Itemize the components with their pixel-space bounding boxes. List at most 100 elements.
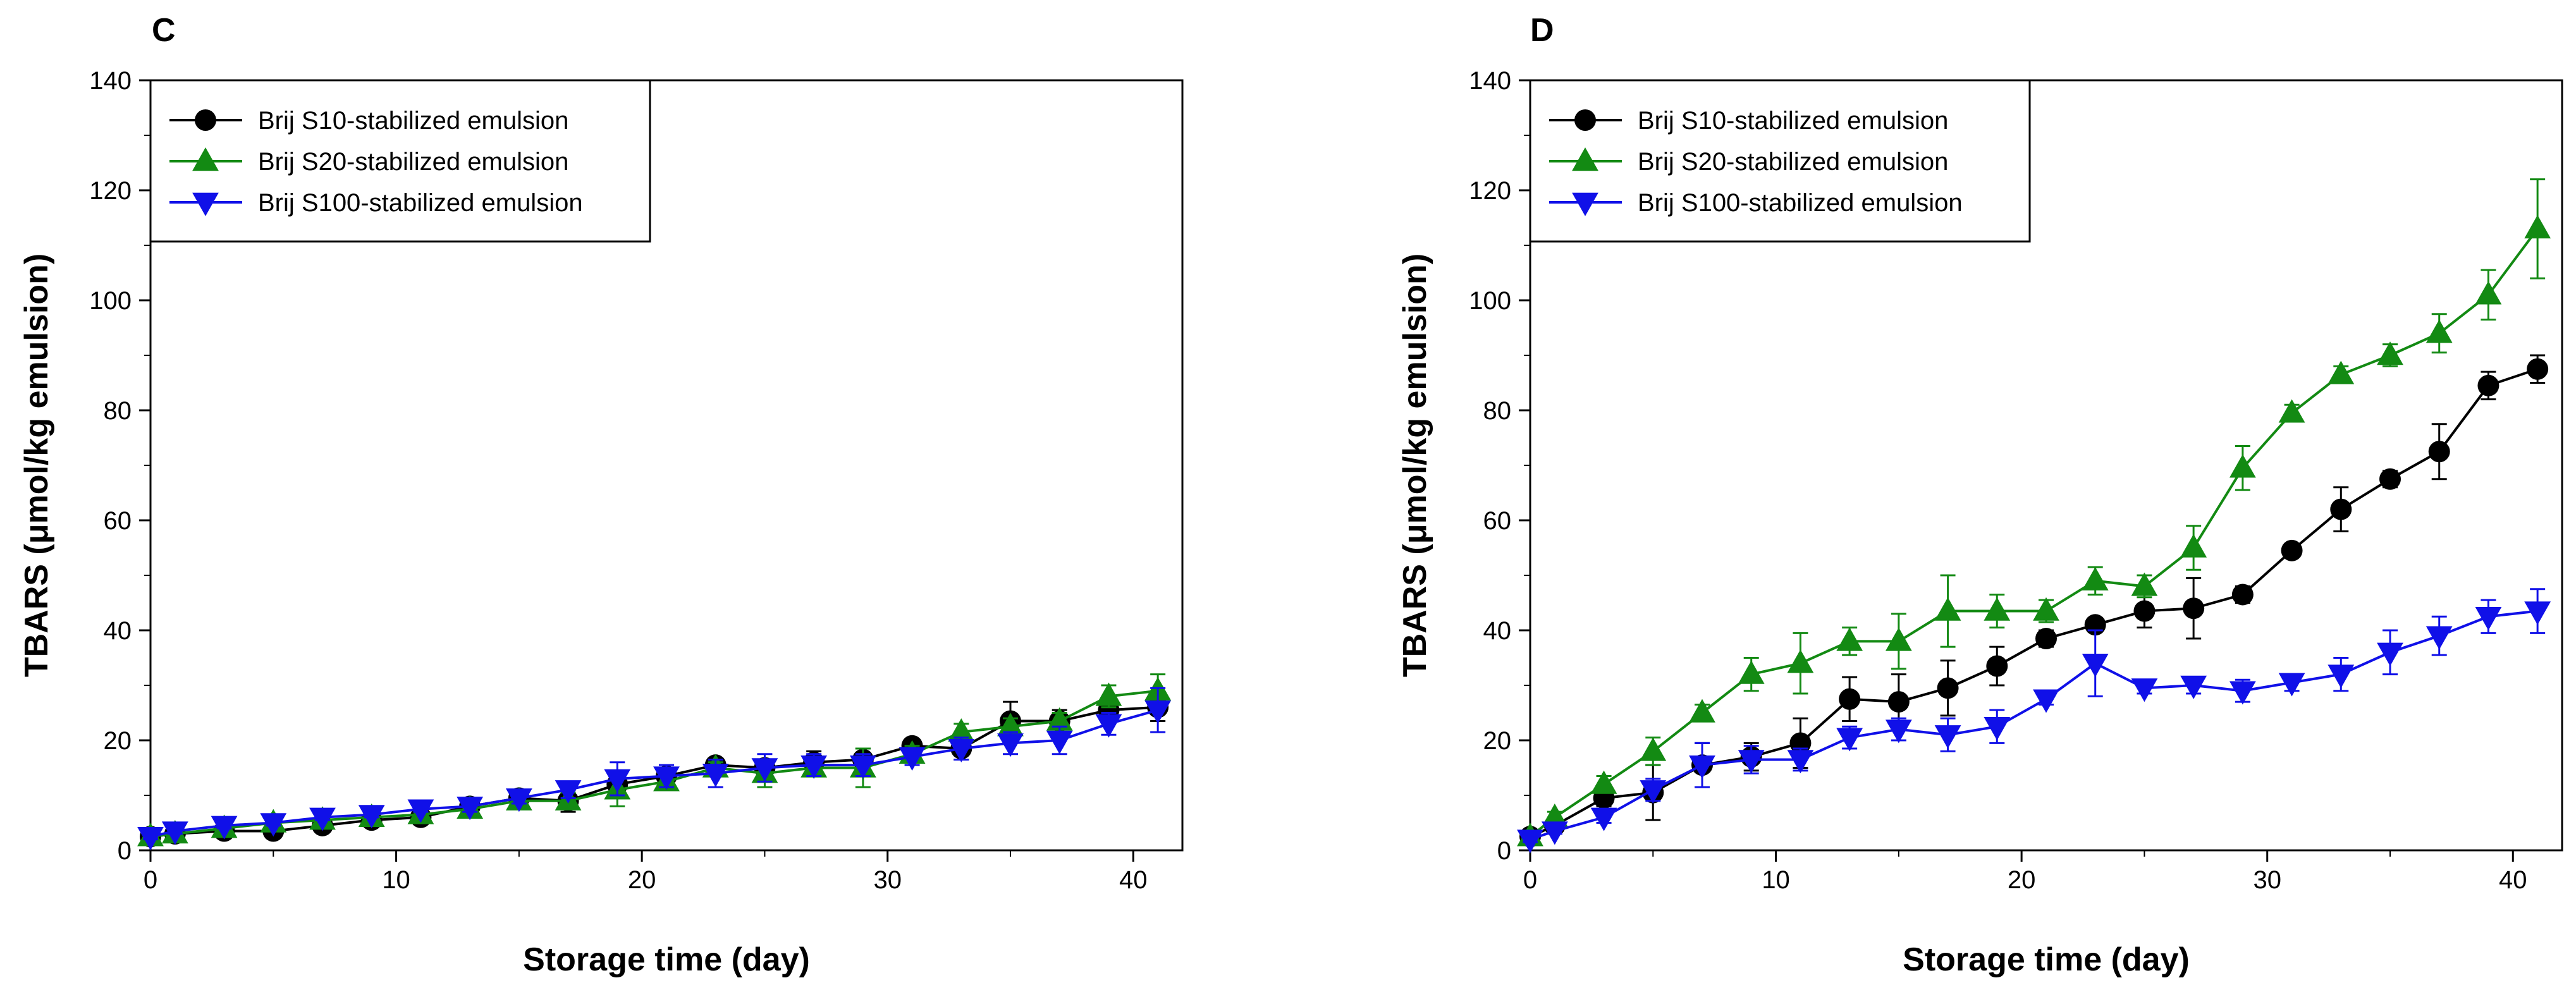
data-point [407, 799, 434, 823]
legend-label: Brij S20-stabilized emulsion [1638, 148, 1948, 176]
data-point [2379, 468, 2401, 490]
panel-c: C 0 20 40 60 80 100 120 140 0 10 20 30 40 Storage time… [18, 12, 1184, 978]
data-point [2278, 399, 2305, 423]
legend-marker [192, 147, 219, 171]
panel-d: D 0 20 40 60 80 100 120 140 0 10 20 30 40 Storage time… [1397, 12, 2563, 978]
data-point [1640, 737, 1667, 761]
data-point [1541, 821, 1568, 845]
data-point [751, 758, 778, 782]
data-point [2183, 597, 2205, 620]
x-tick-label: 30 [873, 866, 902, 894]
data-point [2475, 281, 2502, 305]
legend-label: Brij S100-stabilized emulsion [1638, 189, 1963, 217]
data-point [2477, 374, 2499, 396]
data-point [997, 733, 1024, 757]
x-tick-label: 40 [2499, 866, 2527, 894]
data-point [2527, 358, 2549, 380]
data-point [1885, 719, 1912, 743]
x-tick-label: 10 [1762, 866, 1790, 894]
data-point [1590, 770, 1617, 794]
data-point [555, 780, 582, 804]
y-tick-label: 60 [104, 507, 132, 535]
x-tick-label: 30 [2253, 866, 2281, 894]
data-point [2278, 673, 2305, 697]
y-tick-label: 120 [1469, 177, 1511, 205]
data-point [2426, 626, 2453, 650]
series-3 [1517, 588, 2551, 853]
data-point [457, 797, 484, 821]
data-point [2231, 584, 2254, 606]
x-tick-label: 20 [2008, 866, 2036, 894]
data-point [2180, 675, 2207, 699]
y-tick-label: 40 [104, 617, 132, 645]
data-point [849, 755, 876, 779]
data-point [1046, 730, 1073, 754]
data-point [2035, 628, 2057, 650]
data-point [2328, 360, 2355, 384]
data-point [1787, 750, 1814, 774]
data-point [1144, 700, 1172, 724]
series-1 [140, 692, 1169, 848]
data-point [2131, 678, 2158, 702]
data-point [2475, 607, 2502, 631]
series-line [150, 706, 1158, 838]
data-point [2524, 215, 2551, 239]
data-point [2033, 597, 2059, 621]
data-point [2229, 681, 2256, 705]
series-line [150, 689, 1158, 838]
y-tick-label: 120 [89, 177, 132, 205]
y-tick-label: 100 [89, 287, 132, 315]
legend: Brij S10-stabilized emulsion Brij S20-sta… [1529, 79, 2031, 243]
y-axis-title: TBARS (μmol/kg emulsion) [18, 254, 55, 677]
data-point [1984, 597, 2011, 621]
data-point [997, 713, 1024, 737]
data-point [1640, 780, 1667, 804]
y-tick-label: 0 [1497, 837, 1511, 865]
data-point [2328, 664, 2355, 688]
data-point [1887, 691, 1910, 713]
data-point [653, 766, 680, 790]
data-point [1095, 682, 1122, 706]
y-tick-label: 0 [118, 837, 132, 865]
y-tick-label: 140 [1469, 67, 1511, 95]
data-point [702, 764, 729, 788]
data-point [1689, 699, 1715, 723]
legend-label: Brij S20-stabilized emulsion [258, 148, 568, 176]
legend: Brij S10-stabilized emulsion Brij S20-sta… [149, 79, 651, 243]
data-point [1541, 803, 1568, 827]
panel-label: D [1530, 12, 1554, 49]
data-point [1517, 829, 1543, 853]
legend-marker [1572, 147, 1598, 171]
data-point [800, 755, 828, 779]
x-tick-label: 10 [382, 866, 410, 894]
y-tick-label: 60 [1483, 507, 1512, 535]
data-point [2133, 600, 2156, 622]
legend-label: Brij S10-stabilized emulsion [258, 107, 568, 135]
data-point [2229, 454, 2256, 478]
data-point [1934, 725, 1961, 749]
series-2 [1517, 178, 2551, 847]
x-axis-title: Storage time (day) [1903, 941, 2190, 978]
legend-marker [1574, 109, 1596, 131]
data-point [1095, 714, 1122, 738]
x-tick-label: 20 [628, 866, 656, 894]
data-point [948, 738, 975, 762]
data-point [2082, 654, 2109, 678]
data-point [1836, 627, 1863, 651]
series-3 [137, 687, 1172, 851]
data-point [1984, 717, 2011, 741]
data-point [161, 821, 188, 845]
series-line [1530, 367, 2538, 838]
y-tick-label: 100 [1469, 287, 1511, 315]
y-tick-label: 20 [104, 727, 132, 755]
data-point [2330, 498, 2352, 520]
y-tick-label: 140 [89, 67, 132, 95]
y-tick-label: 80 [104, 397, 132, 425]
y-axis-title: TBARS (μmol/kg emulsion) [1397, 254, 1433, 677]
data-point [1986, 655, 2008, 677]
data-point [1839, 688, 1861, 710]
data-point [1836, 728, 1863, 752]
data-point [2524, 601, 2551, 625]
data-point [2082, 566, 2109, 590]
